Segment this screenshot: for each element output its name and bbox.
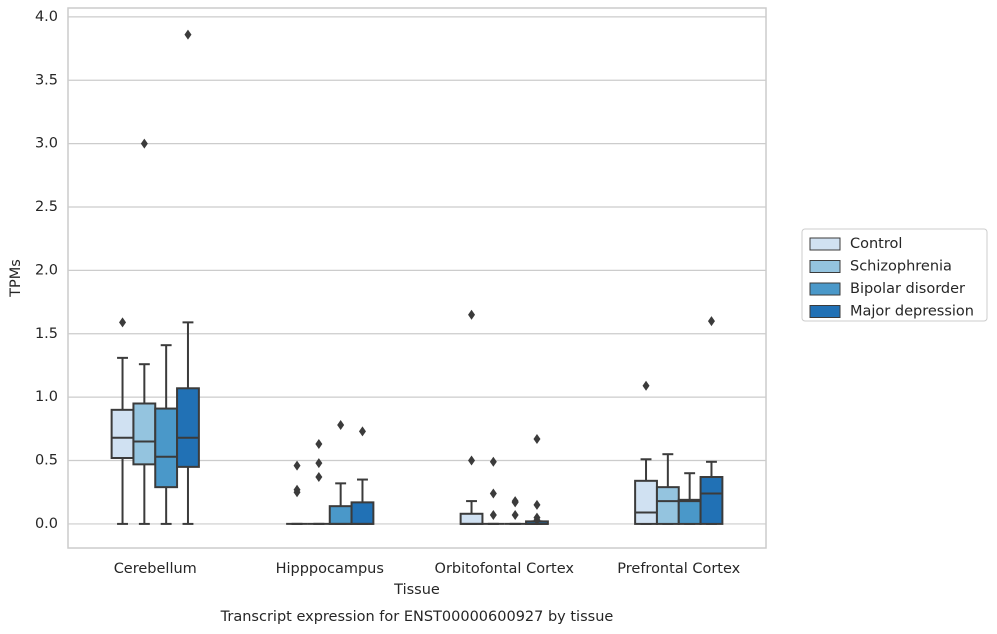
outlier bbox=[140, 138, 148, 149]
outlier bbox=[315, 458, 323, 469]
box bbox=[677, 498, 702, 525]
outlier bbox=[293, 487, 301, 498]
plot-frame bbox=[67, 7, 767, 549]
y-tick-label: 1.0 bbox=[35, 389, 58, 405]
outlier bbox=[293, 460, 301, 471]
legend-label: Bipolar disorder bbox=[850, 281, 965, 297]
outlier bbox=[511, 497, 519, 508]
y-tick-label: 3.5 bbox=[35, 72, 58, 88]
box bbox=[655, 486, 680, 525]
outlier bbox=[707, 316, 715, 327]
y-tick-label: 1.5 bbox=[35, 326, 58, 342]
box bbox=[154, 407, 179, 489]
outlier bbox=[119, 317, 127, 328]
outlier bbox=[489, 510, 497, 521]
box bbox=[328, 505, 353, 525]
outlier bbox=[533, 515, 541, 526]
outlier bbox=[358, 426, 366, 437]
x-tick-label: Cerebellum bbox=[114, 561, 197, 577]
outlier bbox=[315, 472, 323, 483]
outlier bbox=[511, 510, 519, 521]
y-axis-label: TPMs bbox=[8, 259, 24, 298]
outlier bbox=[184, 29, 192, 40]
legend-label: Schizophrenia bbox=[850, 259, 952, 275]
outlier bbox=[533, 433, 541, 444]
y-tick-label: 3.0 bbox=[35, 136, 58, 152]
x-axis-label: Tissue bbox=[393, 582, 440, 598]
outlier bbox=[315, 439, 323, 450]
y-tick-label: 0.0 bbox=[35, 516, 58, 532]
x-tick-label: Hipppocampus bbox=[276, 561, 384, 577]
legend-label: Control bbox=[850, 236, 902, 252]
box bbox=[459, 512, 484, 525]
legend-frame bbox=[801, 228, 988, 322]
box bbox=[110, 408, 135, 460]
x-tick-label: Orbitofontal Cortex bbox=[435, 561, 575, 577]
outlier bbox=[337, 420, 345, 431]
box bbox=[350, 501, 375, 525]
outlier bbox=[489, 456, 497, 467]
legend-swatch bbox=[809, 237, 841, 251]
box bbox=[132, 402, 157, 466]
outlier bbox=[468, 455, 476, 466]
outlier bbox=[642, 380, 650, 391]
y-tick-label: 4.0 bbox=[35, 9, 58, 25]
outlier bbox=[489, 488, 497, 499]
outlier bbox=[533, 499, 541, 510]
legend-label: Major depression bbox=[850, 304, 974, 320]
legend-swatch bbox=[809, 305, 841, 318]
x-tick-label: Prefrontal Cortex bbox=[617, 561, 740, 577]
y-tick-label: 0.5 bbox=[35, 453, 58, 469]
outlier bbox=[468, 309, 476, 320]
box bbox=[634, 479, 658, 525]
chart-title: Transcript expression for ENST0000060092… bbox=[220, 609, 614, 625]
box bbox=[176, 387, 200, 468]
y-tick-label: 2.0 bbox=[35, 262, 58, 278]
legend-swatch bbox=[809, 260, 841, 273]
legend-swatch bbox=[809, 282, 841, 296]
y-tick-label: 2.5 bbox=[35, 199, 58, 215]
box bbox=[699, 476, 724, 525]
